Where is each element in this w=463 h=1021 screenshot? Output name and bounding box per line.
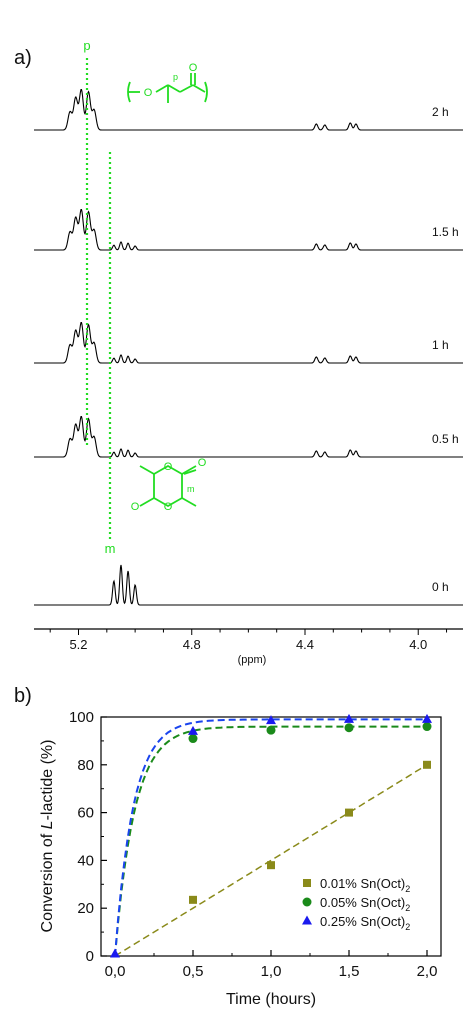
y-tick-label: 0 xyxy=(86,948,94,965)
data-points xyxy=(110,713,432,958)
data-point xyxy=(344,713,354,723)
data-point xyxy=(188,734,198,744)
lactide-carbonyl-o-right: O xyxy=(198,457,207,469)
ppm-axis: 5.24.84.44.03.63.2 xyxy=(34,628,463,652)
nmr-spectra xyxy=(34,89,463,606)
ppm-tick-label: 4.8 xyxy=(183,637,201,652)
data-point xyxy=(423,760,431,769)
lactide-structure-icon xyxy=(139,464,197,508)
polymer-carbonyl-o: O xyxy=(189,62,198,74)
spectrum-trace xyxy=(34,564,463,606)
data-point xyxy=(188,725,198,735)
spectrum-trace xyxy=(34,89,463,131)
data-point xyxy=(345,808,353,817)
polymer-o-atom: O xyxy=(144,87,153,99)
ppm-tick-label: 5.2 xyxy=(69,637,87,652)
polymer-structure-label: p xyxy=(173,72,178,82)
lactide-o-bottom: O xyxy=(164,501,173,513)
legend-label: 0.05% Sn(Oct)2 xyxy=(320,895,410,913)
spectrum-time-label: 1 h xyxy=(432,338,449,352)
spectrum-time-label: 0.5 h xyxy=(432,432,459,446)
panel-a-label: a) xyxy=(14,47,32,69)
monomer-peak-label: m xyxy=(105,541,116,556)
spectrum-time-label: 0 h xyxy=(432,580,449,594)
legend-marker xyxy=(303,879,311,887)
lactide-carbonyl-o-left: O xyxy=(131,501,140,513)
polymer-peak-label: p xyxy=(83,38,90,53)
y-tick-label: 60 xyxy=(77,805,94,822)
ppm-tick-label: 4.0 xyxy=(409,637,427,652)
lactide-o-top: O xyxy=(164,461,173,473)
legend: 0.01% Sn(Oct)20.05% Sn(Oct)20.25% Sn(Oct… xyxy=(302,876,410,932)
fit-line xyxy=(114,764,428,957)
y-axis-label: Conversion of L-lactide (%) xyxy=(39,740,56,933)
data-point xyxy=(266,725,276,735)
ppm-tick-label: 4.4 xyxy=(296,637,314,652)
x-tick-label: 0,5 xyxy=(183,963,204,980)
legend-label: 0.01% Sn(Oct)2 xyxy=(320,876,410,894)
x-tick-label: 1,5 xyxy=(339,963,360,980)
spectrum-trace xyxy=(34,322,463,364)
panel-b-label: b) xyxy=(14,685,32,707)
data-point xyxy=(266,715,276,725)
data-point xyxy=(422,713,432,723)
spectrum-trace xyxy=(34,416,463,458)
x-axis-label: Time (hours) xyxy=(226,991,316,1008)
data-point xyxy=(422,722,432,732)
y-tick-label: 100 xyxy=(69,709,94,726)
data-point-origin xyxy=(110,948,120,958)
legend-marker xyxy=(302,915,312,925)
x-tick-label: 2,0 xyxy=(417,963,438,980)
x-tick-label: 1,0 xyxy=(261,963,282,980)
spectrum-trace xyxy=(34,209,463,251)
fit-line xyxy=(114,718,427,957)
ppm-axis-label: (ppm) xyxy=(238,654,267,666)
y-tick-label: 80 xyxy=(77,757,94,774)
x-tick-label: 0,0 xyxy=(105,963,126,980)
legend-label: 0.25% Sn(Oct)2 xyxy=(320,914,410,932)
data-point xyxy=(267,861,275,870)
data-point xyxy=(344,723,354,733)
y-tick-label: 20 xyxy=(77,900,94,917)
lactide-structure-label: m xyxy=(187,484,195,494)
y-tick-label: 40 xyxy=(77,852,94,869)
polymer-structure-icon xyxy=(127,73,208,103)
data-point xyxy=(189,895,197,904)
spectrum-time-label: 2 h xyxy=(432,105,449,119)
spectrum-time-label: 1.5 h xyxy=(432,225,459,239)
legend-marker xyxy=(302,897,312,907)
plot-b-ticks: 0,0 0,5 1,0 1,5 2,0 0 20 40 60 80 100 xyxy=(69,709,437,980)
spectrum-labels: 2 h 1.5 h 1 h 0.5 h 0 h xyxy=(432,105,459,594)
